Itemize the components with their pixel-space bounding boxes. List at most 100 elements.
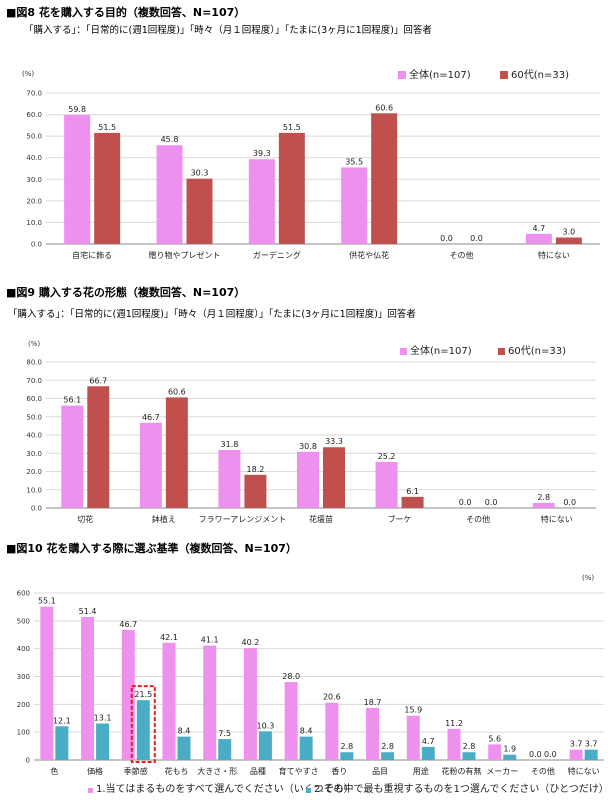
data-label: 40.2	[242, 638, 260, 647]
data-label: 0.0	[440, 234, 453, 243]
legend-swatch	[400, 348, 407, 355]
legend-label: 全体(n=107)	[409, 68, 471, 81]
chart2-title: ■図9 購入する花の形態（複数回答、N=107）	[6, 286, 246, 299]
y-tick-label: 10.0	[26, 219, 42, 227]
x-tick-label: 用途	[413, 766, 429, 776]
y-tick-label: 50.0	[26, 413, 42, 421]
bar	[81, 616, 95, 760]
data-label: 0.0	[544, 750, 557, 759]
data-label: 13.1	[94, 714, 112, 723]
data-label: 51.5	[283, 123, 301, 132]
x-tick-label: 特にない	[568, 766, 600, 776]
data-label: 18.7	[364, 698, 382, 707]
data-label: 21.5	[134, 690, 152, 699]
bar	[488, 744, 502, 760]
data-label: 0.0	[529, 750, 542, 759]
data-label: 51.5	[98, 123, 116, 132]
x-tick-label: メーカー	[486, 767, 518, 776]
bar	[555, 237, 582, 244]
y-tick-label: 30.0	[26, 450, 42, 458]
bar	[186, 178, 213, 244]
legend-swatch	[498, 348, 505, 355]
bar	[532, 502, 555, 508]
bar	[156, 145, 183, 244]
legend-label: 60代(n=33)	[508, 345, 566, 357]
y-tick-label: 40.0	[26, 154, 42, 162]
bar	[325, 702, 339, 760]
data-label: 33.3	[325, 437, 343, 446]
bar	[503, 754, 517, 760]
data-label: 10.3	[257, 721, 275, 730]
bar	[401, 496, 424, 508]
bar	[323, 447, 345, 508]
legend-swatch	[398, 71, 406, 79]
legend-swatch	[500, 71, 508, 79]
data-label: 4.7	[532, 224, 545, 233]
y-tick-label: 0.0	[31, 505, 42, 513]
bar	[244, 474, 267, 508]
bar	[218, 449, 241, 508]
chart2-subtitle: 「購入する」：「日常的に(週1回程度)」「時々（月１回程度）」「たまに(3ヶ月に…	[8, 309, 416, 320]
y-unit-label: (%)	[28, 340, 40, 348]
x-tick-label: 贈り物やプレゼント	[149, 250, 221, 260]
data-label: 2.8	[463, 742, 476, 751]
x-tick-label: ブーケ	[388, 514, 412, 524]
x-tick-label: ガーデニング	[253, 250, 301, 260]
data-label: 51.4	[79, 607, 97, 616]
bar	[162, 642, 176, 760]
y-tick-label: 20.0	[26, 468, 42, 476]
bar	[340, 752, 354, 760]
highlight-box	[130, 685, 156, 764]
data-label: 0.0	[459, 498, 472, 507]
bar	[525, 233, 552, 244]
data-label: 41.1	[201, 636, 219, 645]
bar	[297, 451, 319, 508]
chart1-subtitle: 「購入する」：「日常的に(週1回程度)」「時々（月１回程度）」「たまに(3ヶ月に…	[24, 25, 432, 36]
bar	[569, 749, 583, 760]
y-tick-label: 60.0	[26, 111, 42, 119]
x-tick-label: 大きさ・形	[197, 766, 237, 776]
x-tick-label: 花粉の有無	[442, 766, 482, 776]
bar	[64, 115, 91, 244]
bar	[203, 645, 217, 760]
bar	[258, 731, 272, 760]
data-label: 56.1	[63, 396, 81, 405]
chart2-bar-chart: 0.0 10.0 20.0 30.0 40.0 50.0 60.0 70.0 80.0 (%) 56…	[26, 340, 596, 524]
bar	[61, 405, 84, 508]
data-label: 18.2	[247, 465, 265, 474]
x-tick-label: その他	[466, 514, 490, 524]
bar	[366, 707, 380, 760]
x-tick-label: 供花や仏花	[349, 250, 389, 260]
y-unit-label: (%)	[22, 70, 34, 78]
data-label: 66.7	[89, 376, 107, 385]
data-label: 5.6	[488, 734, 501, 743]
bar	[406, 715, 420, 760]
x-tick-label: 特にない	[538, 250, 570, 260]
x-tick-label: フラワーアレンジメント	[199, 515, 287, 524]
x-tick-label: 価格	[87, 766, 103, 776]
data-label: 45.8	[161, 135, 179, 144]
legend-label: 60代(n=33)	[511, 69, 569, 81]
data-label: 8.4	[300, 727, 313, 736]
x-tick-label: 香り	[331, 766, 347, 776]
bar	[341, 167, 368, 244]
y-tick-label: 0.0	[31, 241, 42, 249]
chart1-title: ■図8 花を購入する目的（複数回答、N=107）	[6, 6, 246, 19]
y-tick-label: 100	[17, 729, 30, 737]
bar	[462, 752, 476, 760]
data-label: 39.3	[253, 149, 271, 158]
y-tick-label: 60.0	[26, 395, 42, 403]
data-label: 59.8	[68, 105, 86, 114]
x-tick-label: 鉢植え	[152, 514, 176, 524]
bar	[278, 132, 305, 244]
data-label: 46.7	[142, 413, 160, 422]
x-tick-label: その他	[531, 766, 555, 776]
y-tick-label: 70.0	[26, 90, 42, 98]
bar	[87, 386, 110, 508]
data-label: 15.9	[404, 706, 422, 715]
bar	[299, 736, 313, 760]
data-label: 2.8	[537, 493, 550, 502]
data-label: 2.8	[381, 742, 394, 751]
legend-label: 全体(n=107)	[410, 344, 472, 357]
x-tick-label: 切花	[77, 514, 93, 524]
